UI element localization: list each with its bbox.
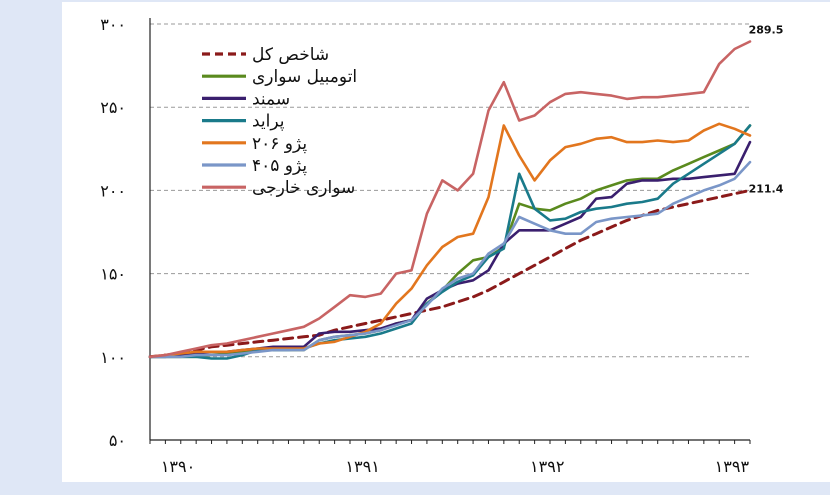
legend-label-2: سمند xyxy=(252,89,290,109)
y-tick-label: ۱۰۰ xyxy=(100,348,126,367)
chart-frame: ۳۰۰ ۲۵۰ ۲۰۰ ۱۵۰ ۱۰۰ ۵۰ ۱۳۹۰ ۱۳۹۱ ۱۳۹۲ ۱۳۹۳ 289.5… xyxy=(62,2,830,482)
y-tick-label: ۵۰ xyxy=(109,431,126,450)
x-tick-label: ۱۳۹۲ xyxy=(530,457,564,476)
end-value-label: 211.4 xyxy=(749,182,784,195)
end-value-label: 289.5 xyxy=(749,23,784,36)
x-tick-label: ۱۳۹۰ xyxy=(161,457,195,476)
y-axis-ticks: ۳۰۰ ۲۵۰ ۲۰۰ ۱۵۰ ۱۰۰ ۵۰ xyxy=(100,15,126,450)
y-tick-label: ۱۵۰ xyxy=(100,265,126,284)
legend-label-0: شاخص کل xyxy=(252,45,329,65)
x-axis-ticks: ۱۳۹۰ ۱۳۹۱ ۱۳۹۲ ۱۳۹۳ xyxy=(161,457,750,476)
y-tick-label: ۲۰۰ xyxy=(100,181,126,200)
legend-label-1: اتومبیل سواری xyxy=(252,67,357,87)
y-tick-label: ۲۵۰ xyxy=(100,98,126,117)
grid-lines xyxy=(150,23,750,358)
legend-label-3: پراید xyxy=(252,112,285,132)
series-line-0 xyxy=(148,188,752,359)
legend-label-5: پژو ۴۰۵ xyxy=(252,156,307,176)
x-tick-label: ۱۳۹۱ xyxy=(345,457,379,476)
line-chart: ۳۰۰ ۲۵۰ ۲۰۰ ۱۵۰ ۱۰۰ ۵۰ ۱۳۹۰ ۱۳۹۱ ۱۳۹۲ ۱۳۹۳ 289.5… xyxy=(100,15,784,476)
series-line-6 xyxy=(148,40,752,359)
series-line-5 xyxy=(148,160,752,359)
legend-label-6: سواری خارجی xyxy=(252,178,355,198)
series-line-1 xyxy=(148,124,752,359)
x-tick-label: ۱۳۹۳ xyxy=(715,457,750,476)
series-line-4 xyxy=(148,122,752,359)
y-tick-label: ۳۰۰ xyxy=(100,15,126,34)
series-line-2 xyxy=(148,140,752,359)
axes xyxy=(149,18,751,444)
series-lines xyxy=(148,40,752,360)
legend-label-4: پژو ۲۰۶ xyxy=(252,134,307,154)
end-annotations: 289.5 211.4 xyxy=(749,23,784,195)
